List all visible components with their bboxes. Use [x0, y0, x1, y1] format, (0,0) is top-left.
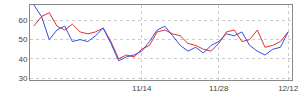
svg-text:11/14: 11/14: [132, 84, 152, 93]
svg-text:50: 50: [18, 35, 27, 44]
svg-text:11/28: 11/28: [209, 84, 229, 93]
svg-text:40: 40: [18, 55, 27, 64]
svg-text:12/12: 12/12: [278, 84, 299, 93]
svg-text:30: 30: [18, 74, 27, 83]
svg-text:60: 60: [18, 16, 27, 25]
